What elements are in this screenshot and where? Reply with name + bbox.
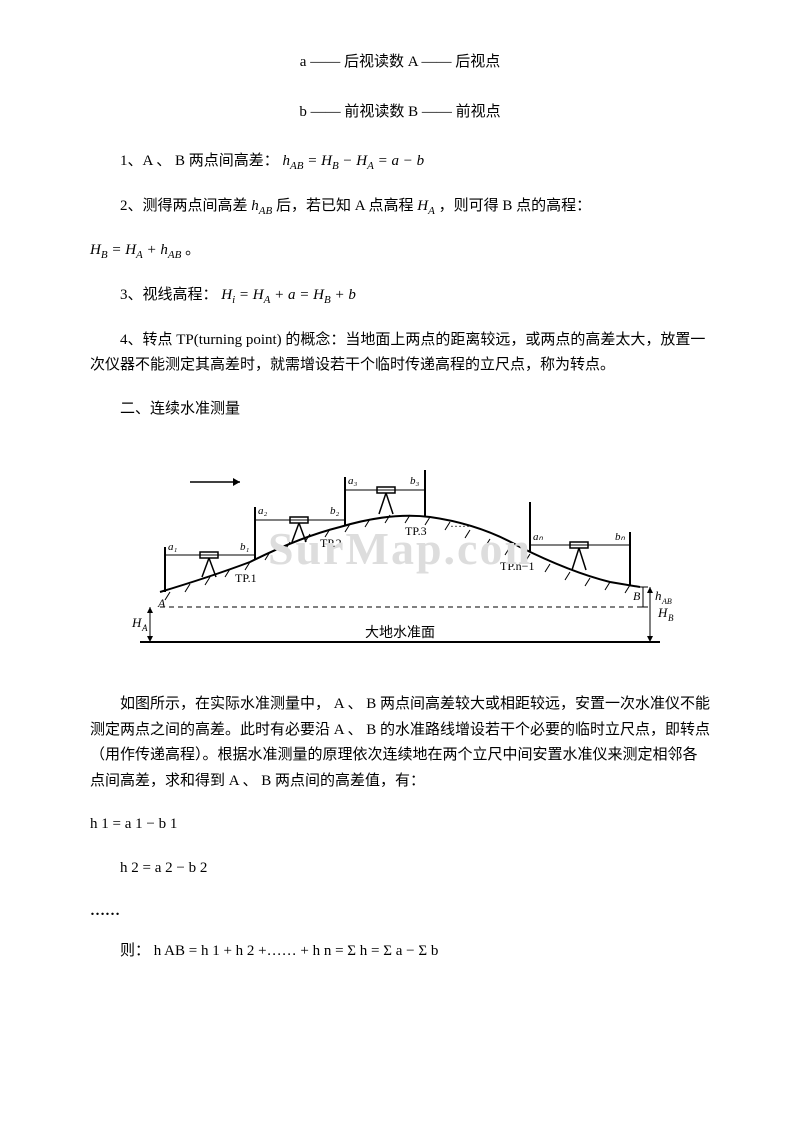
section-2-title: 二、连续水准测量 — [90, 397, 710, 423]
item-2-hab: hAB — [251, 198, 272, 214]
eq-h2: h 2 = a 2 − b 2 — [90, 856, 710, 882]
explain-para: 如图所示，在实际水准测量中， A 、 B 两点间高差较大或相距较远，安置一次水准… — [90, 692, 710, 794]
svg-text:H: H — [131, 615, 142, 630]
svg-text:a₁: a₁ — [168, 541, 178, 553]
eq-final: 则： h AB = h 1 + h 2 +…… + h n = Σ h = Σ … — [90, 939, 710, 965]
item-3-formula: Hi = HA + a = HB + b — [221, 287, 356, 303]
svg-text:b₃: b₃ — [410, 475, 420, 487]
svg-text:B: B — [668, 613, 674, 623]
svg-text:TP.1: TP.1 — [235, 571, 257, 585]
item-1-prefix: 1、A 、 B 两点间高差： — [120, 153, 283, 169]
item-2: 2、测得两点间高差 hAB 后，若已知 A 点高程 HA ，则可得 B 点的高程… — [90, 194, 710, 221]
item-2-mid4: ，则可得 B 点的高程： — [439, 198, 592, 214]
diagram-svg: 大地水准面 — [120, 452, 680, 662]
legend-line-1: a —— 后视读数 A —— 后视点 — [90, 50, 710, 76]
svg-text:AB: AB — [661, 597, 672, 606]
svg-text:A: A — [141, 623, 148, 633]
svg-text:大地水准面: 大地水准面 — [365, 625, 435, 641]
svg-text:B: B — [633, 589, 641, 603]
svg-text:aₙ: aₙ — [533, 531, 544, 543]
item-3: 3、视线高程： Hi = HA + a = HB + b — [90, 283, 710, 310]
item-2-formula: HB = HA + hAB — [90, 242, 181, 258]
item-2-formula-line: HB = HA + hAB 。 — [90, 238, 710, 265]
item-2-prefix: 2、测得两点间高差 — [120, 198, 251, 214]
item-4: 4、转点 TP(turning point) 的概念：当地面上两点的距离较远，或… — [90, 328, 710, 379]
svg-text:b₁: b₁ — [240, 541, 250, 553]
item-1-formula: hAB = HB − HA = a − b — [283, 153, 425, 169]
svg-text:h: h — [655, 588, 662, 603]
item-1: 1、A 、 B 两点间高差： hAB = HB − HA = a − b — [90, 149, 710, 176]
svg-text:a₃: a₃ — [348, 475, 358, 487]
svg-text:H: H — [657, 605, 668, 620]
svg-text:TP.3: TP.3 — [405, 524, 427, 538]
svg-text:……: …… — [450, 516, 474, 530]
svg-text:a₂: a₂ — [258, 505, 268, 517]
leveling-diagram: SurMap.con 大地水准面 — [120, 452, 680, 662]
eq-h1: h 1 = a 1 − b 1 — [90, 812, 710, 838]
eq-dots: …… — [90, 899, 710, 925]
item-3-prefix: 3、视线高程： — [120, 287, 221, 303]
legend-line-2: b —— 前视读数 B —— 前视点 — [90, 100, 710, 126]
svg-text:A: A — [157, 596, 166, 610]
svg-text:TP.2: TP.2 — [320, 536, 342, 550]
item-2-ha: HA — [417, 198, 435, 214]
svg-text:bₙ: bₙ — [615, 531, 626, 543]
svg-text:b₂: b₂ — [330, 505, 340, 517]
svg-text:TP.n−1: TP.n−1 — [500, 559, 534, 573]
item-2-mid2: 后，若已知 A 点高程 — [276, 198, 417, 214]
